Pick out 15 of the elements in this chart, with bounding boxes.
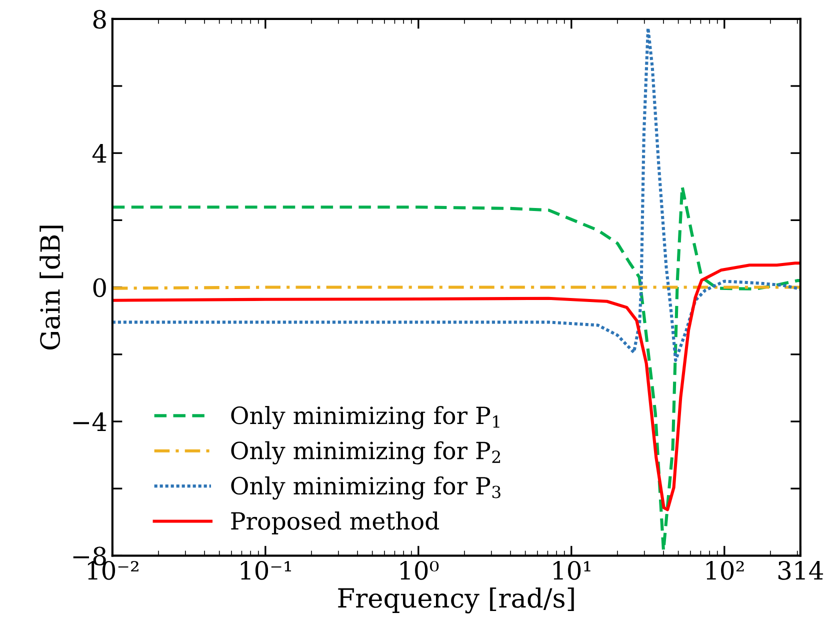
- y-tick-label: 4: [92, 144, 106, 163]
- x-tick-label: 314: [778, 560, 824, 580]
- x-tick-label: 10²: [706, 560, 744, 580]
- y-tick-label: 0: [93, 278, 106, 298]
- legend-label: Only minimizing for P$_{2}$: [231, 441, 500, 464]
- x-tick-label: 10⁰: [400, 560, 439, 580]
- x-tick-label: 10¹: [554, 560, 590, 580]
- y-tick-label: −4: [73, 412, 106, 431]
- x-tick-label: 10⁻¹: [240, 560, 291, 580]
- legend-label: Only minimizing for P$_{1}$: [231, 406, 500, 430]
- x-axis-title: Frequency [rad/s]: [338, 587, 574, 614]
- legend-label: Only minimizing for P$_{3}$: [231, 476, 500, 500]
- y-axis-title: Gain [dB]: [40, 226, 64, 350]
- legend-label: Proposed method: [231, 512, 439, 534]
- y-tick-label: 8: [93, 10, 106, 29]
